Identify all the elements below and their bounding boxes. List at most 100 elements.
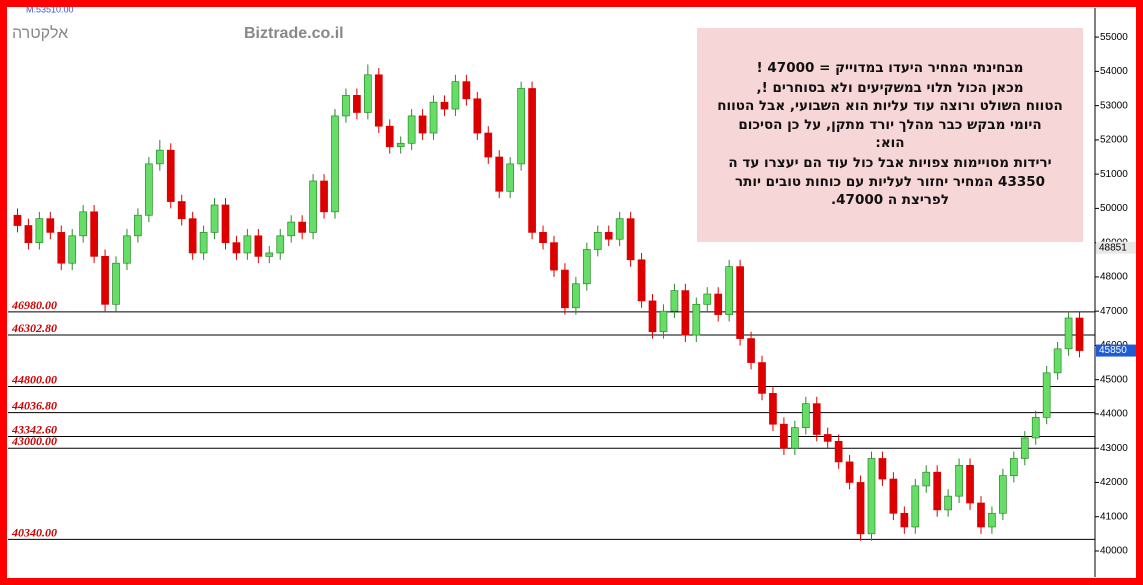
candle-body	[845, 461, 854, 483]
candle-body	[429, 101, 438, 134]
candle-body	[1075, 317, 1084, 351]
candle-body	[1042, 372, 1051, 418]
candle-body	[342, 95, 350, 117]
candle-body	[495, 156, 504, 192]
candle-body	[977, 502, 985, 528]
y-tick-label: 50000	[1100, 203, 1128, 214]
candle-body	[155, 149, 164, 165]
candle-body	[670, 290, 679, 312]
candle-body	[79, 211, 88, 237]
candle-body	[24, 225, 33, 244]
candle-body	[1053, 348, 1062, 374]
candle-body	[298, 221, 307, 233]
candle-body	[900, 512, 909, 528]
candle-body	[1009, 458, 1018, 476]
candle-body	[363, 74, 372, 113]
candle-body	[407, 115, 416, 144]
price-marker-label: 48851	[1099, 242, 1127, 253]
candle-body	[823, 434, 832, 442]
level-label: 44036.80	[11, 399, 57, 413]
candle-body	[265, 252, 274, 257]
candle-body	[944, 495, 952, 511]
note-line: מבחינתי המחיר היעדו במדוייק = 47000 !	[757, 60, 1024, 76]
y-tick-label: 51000	[1100, 169, 1128, 180]
candle-body	[254, 235, 263, 257]
candle-body	[988, 512, 996, 528]
candle-body	[769, 393, 777, 425]
y-tick-label: 53000	[1100, 100, 1128, 111]
candle-body	[714, 293, 723, 315]
candle-body	[550, 242, 558, 271]
level-label: 43000.00	[11, 434, 57, 448]
y-tick-label: 40000	[1100, 546, 1128, 557]
plot-area: 4000041000420004300044000450004600047000…	[8, 8, 1136, 577]
candle-body	[692, 303, 701, 336]
candle-body	[582, 249, 591, 285]
note-line: לפריצת ה 47000.	[831, 192, 949, 208]
candle-body	[955, 464, 963, 497]
chart-title: אלקטרה	[12, 24, 68, 42]
y-tick-label: 54000	[1100, 66, 1128, 77]
candle-body	[637, 259, 646, 302]
y-tick-label: 52000	[1100, 135, 1128, 146]
level-label: 40340.00	[11, 525, 57, 539]
candle-body	[57, 232, 66, 264]
candle-body	[418, 115, 427, 134]
candle-body	[703, 293, 712, 305]
level-label: 46302.80	[11, 321, 57, 335]
price-marker	[1096, 241, 1136, 254]
candle-body	[933, 471, 942, 511]
candle-body	[604, 232, 613, 240]
candle-body	[1031, 417, 1040, 439]
note-line: מכאן הכול תלוי במשקיעים ולא בסוחרים !,	[756, 80, 1023, 96]
candle-body	[1064, 317, 1073, 350]
candle-body	[572, 283, 580, 309]
candle-body	[736, 266, 744, 339]
candle-body	[309, 180, 317, 233]
candle-body	[396, 142, 405, 148]
candle-body	[922, 471, 931, 487]
candle-body	[780, 423, 788, 449]
candle-body	[221, 204, 230, 244]
price-marker	[1096, 344, 1136, 357]
candle-body	[188, 218, 197, 254]
candle-body	[374, 74, 383, 127]
candle-body	[999, 475, 1007, 514]
candle-body	[199, 232, 208, 254]
candle-body	[758, 362, 766, 394]
candle-body	[123, 235, 131, 264]
candle-body	[867, 458, 876, 535]
candle-body	[593, 232, 602, 250]
watermark: Biztrade.co.il	[244, 25, 344, 42]
candle-body	[68, 235, 77, 264]
note-line: הטווח השולט ורוצה עוד עליות הוא השבועי, …	[717, 98, 1063, 114]
candle-body	[134, 214, 142, 237]
y-tick-label: 55000	[1100, 32, 1128, 43]
candle-body	[517, 88, 525, 165]
candle-body	[539, 232, 547, 244]
candle-body	[440, 101, 449, 110]
candle-body	[385, 125, 394, 148]
candle-body	[812, 403, 821, 435]
candle-body	[331, 115, 339, 213]
candle-body	[856, 482, 865, 535]
y-tick-label: 41000	[1100, 511, 1128, 522]
candle-body	[626, 218, 635, 261]
candle-body	[46, 218, 55, 233]
candle-body	[878, 458, 887, 480]
candle-body	[790, 427, 799, 449]
y-tick-label: 47000	[1100, 306, 1128, 317]
note-line: הוא:	[875, 135, 904, 151]
candle-body	[681, 290, 690, 336]
corner-label: M.53510.00	[26, 4, 74, 14]
candle-body	[966, 464, 974, 504]
note-line: ירידות מסויימות צפויות אבל כול עוד הם יע…	[728, 155, 1051, 171]
candle-body	[528, 88, 536, 233]
y-tick-label: 48000	[1100, 272, 1128, 283]
note-line: 43350 המחיר יחזור לעליות עם כוחות טובים …	[735, 174, 1045, 190]
y-tick-label: 43000	[1100, 443, 1128, 454]
candle-body	[210, 204, 219, 233]
y-tick-label: 44000	[1100, 409, 1128, 420]
